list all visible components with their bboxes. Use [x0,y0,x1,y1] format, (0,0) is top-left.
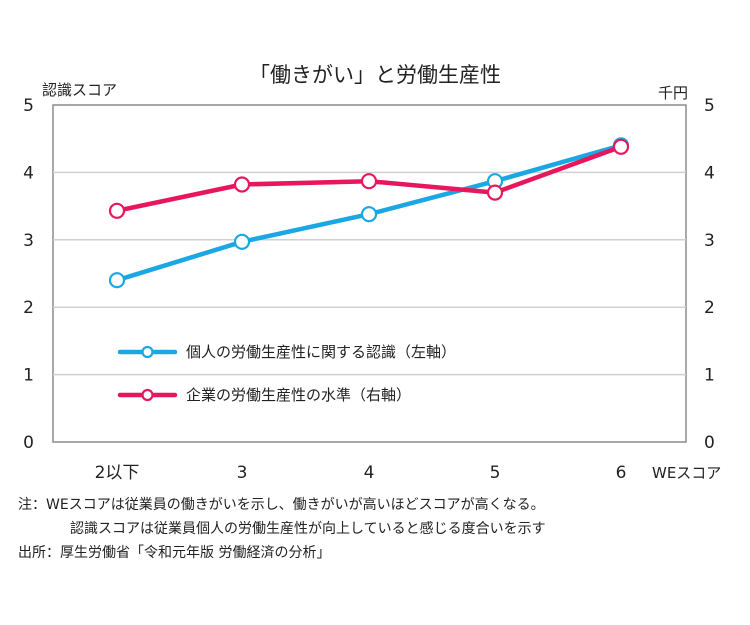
right-tick-label: 2 [704,298,715,318]
right-axis-ticks: 0 1 2 3 4 5 [704,96,715,453]
left-tick-label: 1 [23,366,34,386]
right-tick-label: 1 [704,366,715,386]
note-line-1: 注：WEスコアは従業員の働きがいを示し、働きがいが高いほどスコアが高くなる。 [18,497,545,513]
left-axis-title: 認識スコア [42,81,117,99]
x-axis-ticks: 2以下 3 4 5 6 [95,463,627,483]
series-layer [108,137,630,289]
left-tick-label: 3 [23,231,34,251]
x-tick-label: 3 [237,463,248,483]
right-tick-label: 0 [704,433,715,453]
notes: 注：WEスコアは従業員の働きがいを示し、働きがいが高いほどスコアが高くなる。 認… [18,493,743,565]
chart: 「働きがい」と労働生産性 認識スコア 千円 WEスコア 0 1 2 3 4 5 0 1 2 3 4… [23,63,721,483]
legend-label-individual: 個人の労働生産性に関する認識（左軸） [186,343,456,361]
data-point-company [108,202,126,219]
x-tick-label: 4 [364,463,375,483]
data-point-individual [233,233,251,250]
right-tick-label: 3 [704,231,715,251]
right-axis-title: 千円 [658,84,688,102]
data-point-company [233,176,251,193]
right-tick-label: 4 [704,163,715,183]
data-point-individual [360,206,378,223]
left-tick-label: 5 [23,96,34,116]
x-tick-label: 2以下 [95,463,140,483]
gridlines [53,171,686,376]
data-point-company [612,138,630,155]
legend: 個人の労働生産性に関する認識（左軸） 企業の労働生産性の水準（右軸） [117,343,456,404]
note-line-2: 認識スコアは従業員個人の労働生産性が向上していると感じる度合いを示す [70,521,546,537]
left-tick-label: 4 [23,163,34,183]
x-tick-label: 5 [490,463,501,483]
data-point-company [486,184,504,201]
left-tick-label: 2 [23,298,34,318]
chart-title: 「働きがい」と労働生産性 [249,63,501,87]
x-tick-label: 6 [616,463,627,483]
right-tick-label: 5 [704,96,715,116]
left-axis-ticks: 0 1 2 3 4 5 [23,96,34,453]
x-axis-title: WEスコア [652,464,721,482]
legend-marker-company [141,388,154,402]
legend-label-company: 企業の労働生産性の水準（右軸） [186,386,411,404]
legend-marker-individual [141,345,154,359]
data-point-individual [108,272,126,289]
data-point-company [360,173,378,190]
left-tick-label: 0 [23,433,34,453]
source-line: 出所：厚生労働省「令和元年版 労働経済の分析」 [18,545,331,561]
